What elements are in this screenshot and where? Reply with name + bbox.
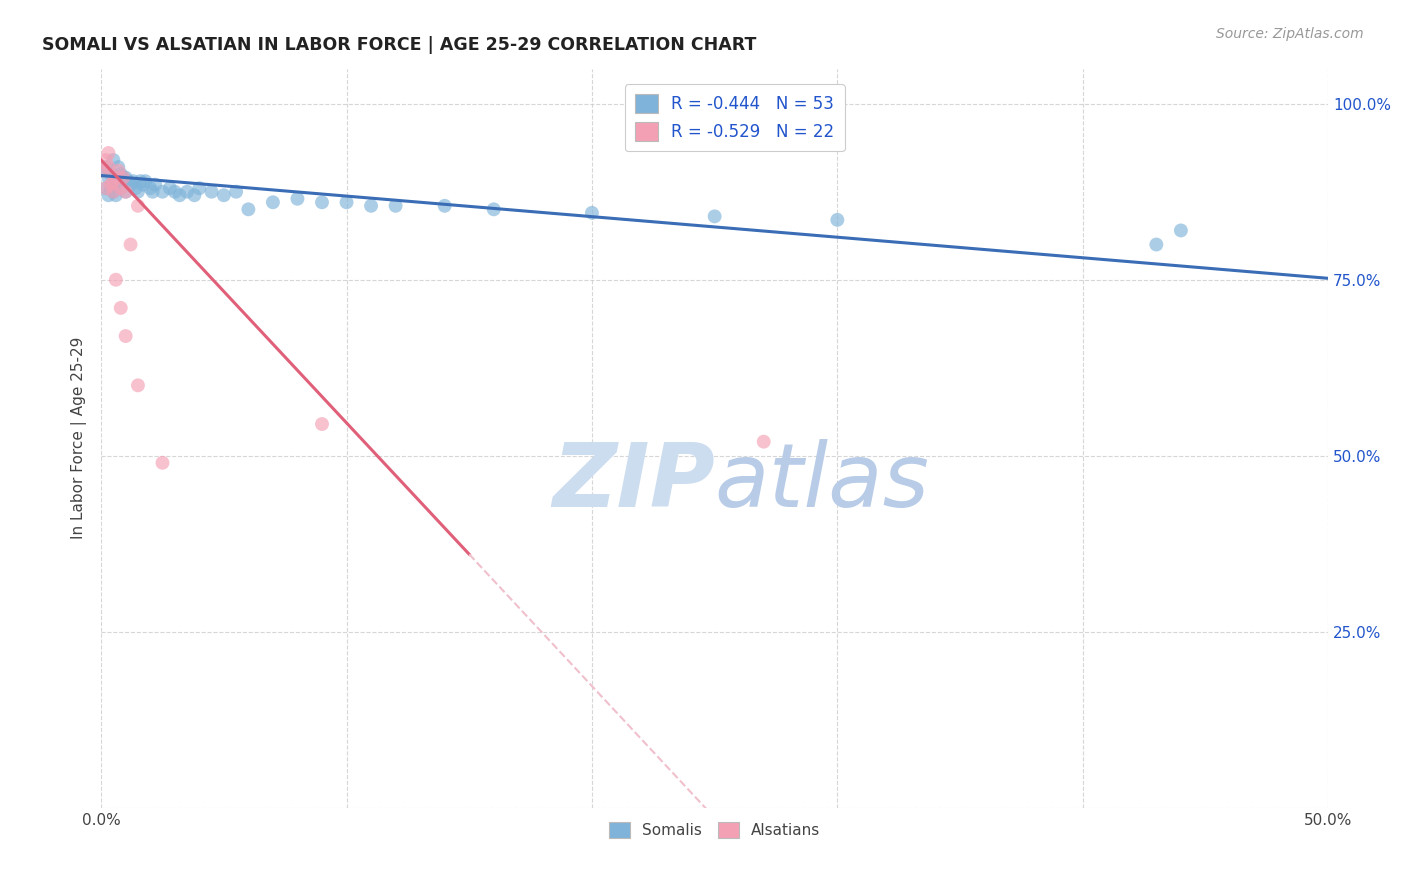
Point	[581, 206, 603, 220]
Point	[114, 329, 136, 343]
Point	[97, 146, 120, 161]
Point	[159, 181, 181, 195]
Point	[127, 378, 149, 392]
Point	[384, 199, 406, 213]
Point	[94, 181, 117, 195]
Text: SOMALI VS ALSATIAN IN LABOR FORCE | AGE 25-29 CORRELATION CHART: SOMALI VS ALSATIAN IN LABOR FORCE | AGE …	[42, 36, 756, 54]
Point	[93, 163, 115, 178]
Point	[107, 160, 129, 174]
Point	[703, 210, 725, 224]
Point	[120, 178, 142, 192]
Point	[114, 170, 136, 185]
Text: ZIP: ZIP	[553, 439, 714, 526]
Point	[120, 237, 142, 252]
Point	[97, 160, 120, 174]
Point	[225, 185, 247, 199]
Point	[104, 273, 127, 287]
Point	[114, 185, 136, 199]
Point	[143, 178, 166, 192]
Point	[94, 181, 117, 195]
Point	[94, 160, 117, 174]
Point	[97, 170, 120, 185]
Point	[103, 185, 125, 199]
Text: atlas: atlas	[714, 440, 929, 525]
Point	[752, 434, 775, 449]
Point	[94, 153, 117, 167]
Point	[104, 188, 127, 202]
Point	[112, 170, 135, 185]
Point	[238, 202, 260, 217]
Point	[311, 417, 333, 431]
Point	[110, 167, 132, 181]
Point	[104, 170, 127, 185]
Point	[124, 181, 146, 195]
Point	[103, 174, 125, 188]
Point	[142, 185, 165, 199]
Point	[100, 181, 122, 195]
Point	[103, 185, 125, 199]
Point	[93, 163, 115, 178]
Point	[311, 195, 333, 210]
Point	[139, 181, 162, 195]
Point	[169, 188, 191, 202]
Point	[827, 213, 849, 227]
Point	[129, 174, 152, 188]
Point	[110, 181, 132, 195]
Point	[176, 185, 198, 199]
Point	[122, 174, 145, 188]
Point	[100, 178, 122, 192]
Point	[262, 195, 284, 210]
Point	[117, 174, 139, 188]
Point	[107, 178, 129, 192]
Point	[200, 185, 222, 199]
Point	[107, 163, 129, 178]
Point	[127, 185, 149, 199]
Point	[163, 185, 186, 199]
Point	[482, 202, 505, 217]
Point	[110, 301, 132, 315]
Point	[100, 167, 122, 181]
Point	[97, 188, 120, 202]
Point	[212, 188, 235, 202]
Point	[287, 192, 309, 206]
Point	[1170, 223, 1192, 237]
Point	[114, 185, 136, 199]
Legend: Somalis, Alsatians: Somalis, Alsatians	[603, 816, 827, 845]
Point	[335, 195, 357, 210]
Point	[104, 174, 127, 188]
Point	[360, 199, 382, 213]
Point	[1144, 237, 1167, 252]
Point	[152, 456, 174, 470]
Point	[103, 153, 125, 167]
Point	[433, 199, 456, 213]
Point	[110, 181, 132, 195]
Point	[112, 170, 135, 185]
Text: Source: ZipAtlas.com: Source: ZipAtlas.com	[1216, 27, 1364, 41]
Point	[132, 178, 155, 192]
Point	[134, 174, 156, 188]
Point	[183, 188, 205, 202]
Y-axis label: In Labor Force | Age 25-29: In Labor Force | Age 25-29	[72, 337, 87, 540]
Point	[152, 185, 174, 199]
Point	[188, 181, 211, 195]
Point	[127, 199, 149, 213]
